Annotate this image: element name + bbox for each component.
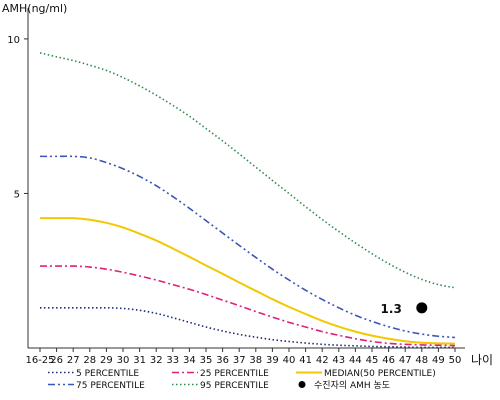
x-tick-label: 50 xyxy=(449,355,462,366)
x-tick-label: 45 xyxy=(366,355,379,366)
y-tick-label: 10 xyxy=(7,35,20,46)
x-tick-label: 41 xyxy=(299,355,312,366)
y-tick-label: 5 xyxy=(14,189,20,200)
legend-label: MEDIAN(50 PERCENTILE) xyxy=(324,369,436,379)
series-line xyxy=(40,217,456,345)
x-tick-label: 16-25 xyxy=(25,355,54,366)
marker-layer: 1.3 xyxy=(381,302,428,316)
legend-label: 95 PERCENTILE xyxy=(200,381,269,391)
patient-amh-value-label: 1.3 xyxy=(381,302,402,316)
x-tick-label: 43 xyxy=(332,355,345,366)
x-tick-label: 38 xyxy=(249,355,262,366)
legend-label: 25 PERCENTILE xyxy=(200,369,269,379)
x-tick-label: 48 xyxy=(415,355,428,366)
x-axis-title: 나이 xyxy=(471,353,493,367)
series-layer xyxy=(39,52,456,349)
x-tick-label: 36 xyxy=(216,355,229,366)
x-tick-label: 29 xyxy=(100,355,113,366)
x-tick-label: 34 xyxy=(183,355,196,366)
x-tick-label: 27 xyxy=(67,355,80,366)
x-tick-label: 35 xyxy=(200,355,213,366)
x-tick-label: 28 xyxy=(83,355,96,366)
x-tick-label: 33 xyxy=(166,355,179,366)
x-tick-label: 42 xyxy=(316,355,329,366)
series-line xyxy=(40,265,456,347)
x-tick-label: 30 xyxy=(117,355,130,366)
legend-label: 75 PERCENTILE xyxy=(76,381,145,391)
legend: 5 PERCENTILE 25 PERCENTILE MEDIAN(50 PERCE… xyxy=(48,369,436,391)
legend-label: 5 PERCENTILE xyxy=(76,369,139,379)
x-tick-label: 44 xyxy=(349,355,362,366)
y-axis-title: AMH(ng/ml) xyxy=(2,2,67,15)
x-tick-label: 47 xyxy=(399,355,412,366)
legend-marker-swatch xyxy=(298,381,306,388)
patient-amh-marker xyxy=(416,302,428,314)
x-tick-label: 32 xyxy=(150,355,163,366)
x-tick-label: 31 xyxy=(133,355,146,366)
x-tick-label: 37 xyxy=(233,355,246,366)
legend-label: 수진자의 AMH 농도 xyxy=(314,380,390,391)
x-tick-label: 40 xyxy=(283,355,296,366)
x-tick-label: 49 xyxy=(432,355,445,366)
x-tick-label: 39 xyxy=(266,355,279,366)
series-line xyxy=(39,52,456,289)
x-tick-label: 26 xyxy=(50,355,63,366)
x-tick-label: 46 xyxy=(382,355,395,366)
